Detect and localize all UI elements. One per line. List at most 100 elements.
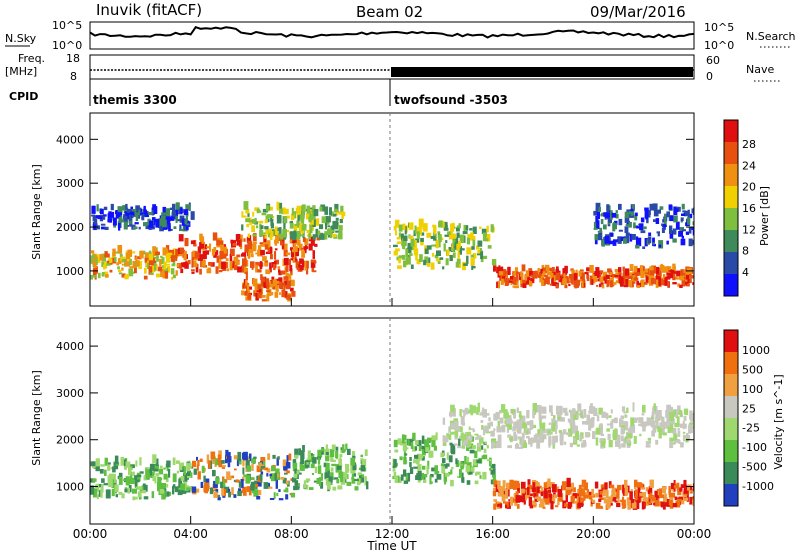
heatmap-cell: [192, 460, 197, 468]
heatmap-cell: [254, 285, 258, 293]
heatmap-cell: [670, 407, 674, 413]
heatmap-cell: [611, 274, 616, 278]
heatmap-cell: [450, 223, 455, 232]
heatmap-cell: [309, 219, 314, 225]
heatmap-cell: [640, 265, 644, 274]
heatmap-cell: [283, 250, 288, 257]
heatmap-cell: [549, 283, 555, 286]
heatmap-cell: [651, 430, 655, 437]
heatmap-cell: [677, 405, 681, 413]
heatmap-cell: [589, 275, 593, 278]
heatmap-cell: [267, 486, 273, 489]
heatmap-cell: [437, 259, 441, 264]
heatmap-cell: [266, 294, 270, 302]
heatmap-cell: [535, 433, 539, 441]
heatmap-cell: [436, 474, 442, 480]
heatmap-cell: [307, 450, 311, 460]
heatmap-cell: [251, 458, 256, 464]
heatmap-cell: [582, 439, 587, 444]
heatmap-cell: [514, 480, 520, 490]
heatmap-cell: [626, 220, 630, 227]
heatmap-cell: [327, 469, 330, 479]
heatmap-cell: [132, 496, 136, 501]
heatmap-cell: [600, 282, 603, 285]
heatmap-cell: [100, 488, 103, 498]
heatmap-cell: [594, 481, 599, 489]
heatmap-cell: [242, 467, 245, 475]
heatmap-cell: [589, 265, 594, 273]
heatmap-cell: [256, 496, 261, 500]
heatmap-cell: [676, 482, 680, 492]
heatmap-cell: [615, 280, 619, 284]
heatmap-cell: [452, 233, 457, 239]
heatmap-cell: [532, 482, 537, 488]
heatmap-cell: [631, 275, 636, 283]
heatmap-cell: [143, 475, 147, 481]
heatmap-cell: [352, 455, 356, 459]
heatmap-cell: [125, 476, 130, 486]
heatmap-cell: [594, 271, 597, 279]
heatmap-cell: [139, 457, 142, 466]
heatmap-cell: [618, 218, 623, 226]
beam-title: Beam 02: [356, 3, 423, 21]
heatmap-cell: [614, 275, 619, 278]
heatmap-cell: [669, 437, 674, 442]
heatmap-cell: [462, 409, 467, 413]
heatmap-cell: [598, 498, 602, 502]
heatmap-cell: [247, 293, 251, 300]
heatmap-cell: [226, 471, 231, 480]
heatmap-cell: [453, 443, 458, 446]
heatmap-cell: [257, 481, 262, 487]
heatmap-cell: [303, 225, 307, 228]
heatmap-cell: [542, 429, 546, 434]
heatmap-cell: [621, 422, 626, 425]
heatmap-cell: [415, 475, 419, 480]
heatmap-cell: [606, 279, 610, 286]
heatmap-cell: [168, 468, 171, 478]
heatmap-cell: [595, 215, 598, 223]
heatmap-cell: [472, 429, 476, 433]
colorbar-tick-label: 20: [742, 181, 756, 194]
heatmap-cell: [258, 286, 262, 293]
heatmap-cell: [412, 432, 416, 441]
heatmap-cell: [183, 254, 187, 261]
heatmap-cell: [219, 257, 222, 264]
heatmap-cell: [505, 417, 511, 424]
heatmap-cell: [100, 223, 106, 226]
heatmap-cell: [492, 442, 496, 448]
heatmap-cell: [630, 489, 633, 492]
heatmap-cell: [497, 441, 502, 448]
heatmap-cell: [285, 252, 291, 256]
heatmap-cell: [588, 424, 592, 431]
heatmap-cell: [241, 476, 245, 482]
heatmap-cell: [547, 430, 551, 434]
heatmap-cell: [245, 218, 250, 223]
heatmap-cell: [492, 468, 496, 478]
heatmap-cell: [493, 499, 497, 502]
heatmap-cell: [684, 497, 689, 501]
heatmap-cell: [449, 411, 452, 418]
heatmap-cell: [243, 474, 247, 477]
heatmap-cell: [259, 230, 264, 237]
heatmap-cell: [155, 473, 160, 477]
heatmap-cell: [509, 479, 514, 489]
heatmap-cell: [260, 277, 266, 284]
heatmap-cell: [195, 263, 199, 273]
heatmap-cell: [158, 468, 164, 475]
heatmap-cell: [497, 490, 501, 494]
heatmap-cell: [227, 475, 232, 481]
heatmap-cell: [290, 478, 294, 481]
heatmap-cell: [124, 274, 129, 280]
heatmap-cell: [681, 213, 685, 216]
heatmap-cell: [245, 272, 248, 280]
heatmap-cell: [278, 271, 282, 276]
heatmap-cell: [627, 485, 630, 493]
heatmap-cell: [252, 245, 257, 251]
heatmap-cell: [109, 218, 112, 223]
heatmap-cell: [608, 240, 614, 245]
heatmap-cell: [325, 222, 328, 230]
heatmap-cell: [419, 254, 423, 262]
heatmap-cell: [202, 251, 207, 260]
heatmap-cell: [227, 452, 231, 461]
heatmap-cell: [106, 260, 111, 265]
